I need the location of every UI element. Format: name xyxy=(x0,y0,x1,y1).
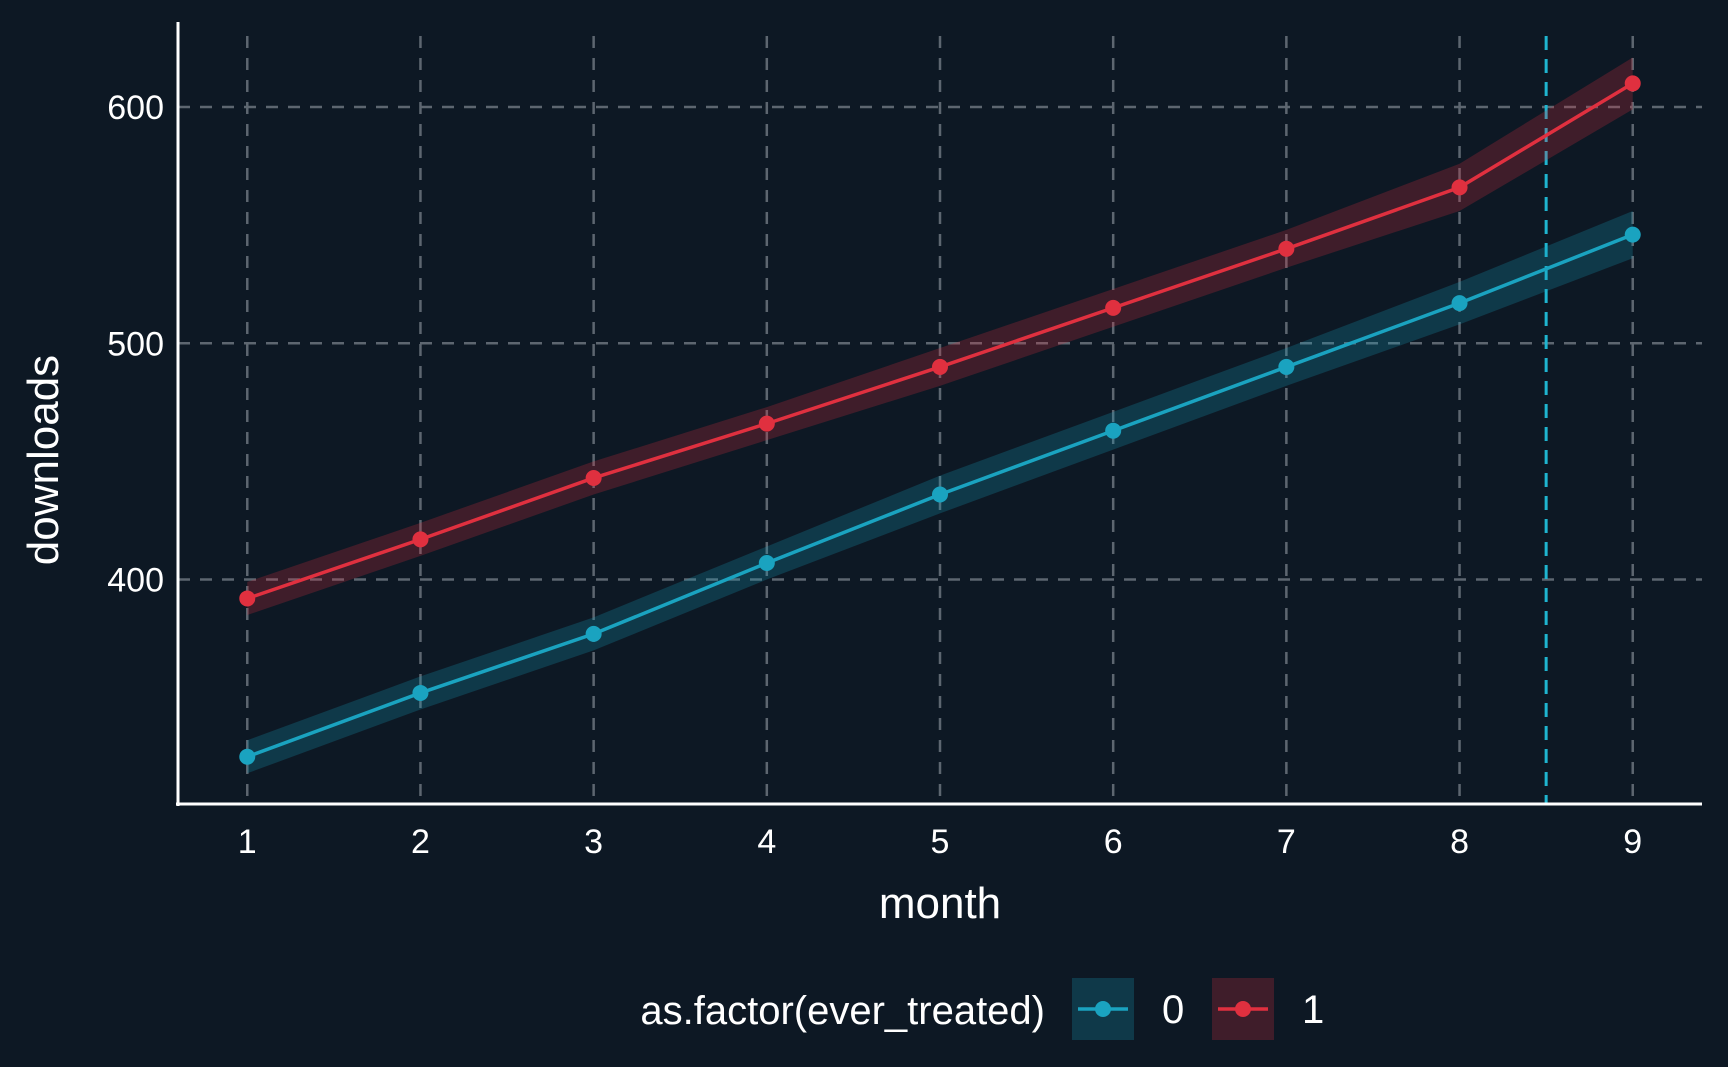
x-tick-label-8: 8 xyxy=(1450,823,1469,861)
data-point-series-1-month-1 xyxy=(239,590,256,607)
data-point-series-1-month-5 xyxy=(932,358,948,375)
data-point-series-0-month-6 xyxy=(1105,422,1122,439)
data-point-series-1-month-8 xyxy=(1451,179,1468,196)
x-tick-label-9: 9 xyxy=(1623,823,1642,861)
x-tick-label-7: 7 xyxy=(1277,823,1296,861)
data-point-series-0-month-7 xyxy=(1278,358,1295,375)
y-tick-label-500: 500 xyxy=(107,325,164,363)
x-tick-label-5: 5 xyxy=(931,823,950,861)
series-points xyxy=(239,75,1641,765)
legend-label-1: 1 xyxy=(1302,988,1324,1032)
data-point-series-0-month-9 xyxy=(1624,226,1641,243)
data-point-series-0-month-3 xyxy=(585,625,602,642)
axes: 1 2 3 4 5 6 7 8 9 400 500 600 xyxy=(107,22,1702,861)
x-axis-title: month xyxy=(879,879,1001,928)
data-point-series-0-month-1 xyxy=(239,748,256,765)
legend-title: as.factor(ever_treated) xyxy=(640,989,1045,1033)
legend-key-point-1 xyxy=(1235,1001,1251,1017)
data-point-series-1-month-9 xyxy=(1624,75,1641,92)
data-point-series-1-month-2 xyxy=(412,531,429,548)
data-point-series-0-month-8 xyxy=(1451,295,1468,312)
y-tick-label-400: 400 xyxy=(107,562,164,600)
x-tick-label-3: 3 xyxy=(584,823,603,861)
x-tick-label-1: 1 xyxy=(238,823,257,861)
y-axis-title: downloads xyxy=(19,355,68,565)
legend-label-0: 0 xyxy=(1162,988,1184,1032)
data-point-series-1-month-6 xyxy=(1105,299,1122,316)
x-tick-label-4: 4 xyxy=(757,823,776,861)
x-tick-label-2: 2 xyxy=(411,823,430,861)
data-point-series-1-month-3 xyxy=(585,469,602,486)
data-point-series-0-month-4 xyxy=(758,555,775,572)
legend-key-point-0 xyxy=(1095,1001,1111,1017)
data-point-series-1-month-4 xyxy=(758,415,775,432)
x-tick-label-6: 6 xyxy=(1104,823,1123,861)
data-point-series-0-month-2 xyxy=(412,684,429,701)
data-point-series-1-month-7 xyxy=(1278,240,1295,257)
data-point-series-0-month-5 xyxy=(932,486,948,503)
y-tick-label-600: 600 xyxy=(107,89,164,127)
